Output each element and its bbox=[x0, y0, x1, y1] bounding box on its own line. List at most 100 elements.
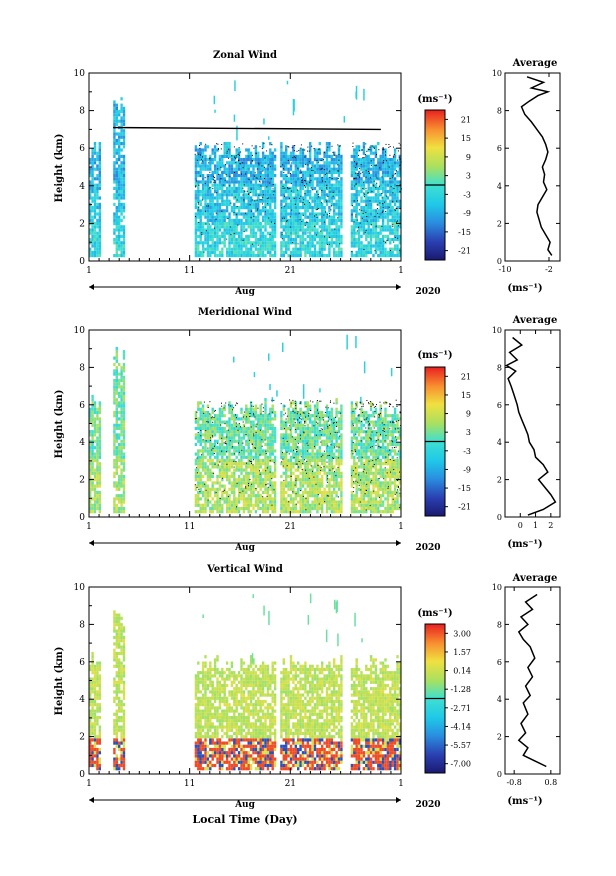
speckle-dot bbox=[256, 209, 258, 211]
data-cell bbox=[257, 212, 260, 216]
data-cell bbox=[249, 455, 253, 459]
speckle-dot bbox=[329, 170, 331, 172]
data-cell bbox=[197, 462, 200, 466]
data-cell bbox=[225, 170, 229, 174]
data-cell bbox=[230, 206, 234, 210]
data-cell bbox=[280, 446, 283, 450]
data-cell bbox=[254, 481, 258, 485]
data-cell bbox=[115, 103, 118, 107]
data-cell bbox=[372, 161, 375, 165]
speckle-dot bbox=[284, 205, 286, 207]
speckle-dot bbox=[339, 243, 341, 245]
data-cell bbox=[269, 199, 272, 203]
data-cell bbox=[206, 202, 210, 206]
data-cell bbox=[201, 510, 205, 514]
data-cell bbox=[304, 183, 307, 187]
data-cell bbox=[391, 247, 394, 251]
speckle-dot bbox=[358, 154, 359, 156]
data-cell bbox=[337, 151, 341, 155]
data-cell bbox=[230, 471, 234, 475]
data-cell bbox=[98, 212, 101, 216]
data-cell bbox=[353, 174, 356, 178]
data-cell bbox=[201, 481, 205, 485]
data-cell bbox=[266, 449, 270, 453]
data-cell bbox=[271, 222, 274, 226]
data-cell bbox=[115, 177, 118, 181]
data-cell bbox=[323, 471, 326, 475]
data-cell bbox=[264, 193, 267, 197]
data-cell bbox=[304, 449, 307, 453]
data-cell bbox=[271, 154, 274, 158]
data-cell bbox=[266, 503, 270, 507]
data-cell bbox=[297, 154, 300, 158]
data-cell bbox=[113, 202, 116, 206]
data-cell bbox=[237, 426, 241, 431]
data-cell bbox=[381, 218, 385, 222]
data-cell bbox=[333, 167, 336, 171]
data-cell bbox=[235, 186, 238, 190]
data-cell bbox=[216, 186, 219, 190]
data-cell bbox=[91, 199, 94, 203]
speckle-dot bbox=[320, 230, 322, 232]
data-cell bbox=[297, 478, 300, 482]
data-cell bbox=[337, 254, 341, 258]
data-cell bbox=[271, 510, 274, 514]
speckle-dot bbox=[317, 193, 319, 195]
speckle-dot bbox=[289, 216, 291, 218]
data-cell bbox=[216, 455, 219, 459]
data-cell bbox=[223, 458, 226, 463]
data-cell bbox=[199, 234, 202, 238]
speckle-dot bbox=[365, 230, 367, 232]
data-cell bbox=[242, 250, 246, 254]
data-cell bbox=[297, 193, 300, 197]
data-cell bbox=[285, 222, 288, 226]
data-cell bbox=[294, 241, 297, 245]
data-cell bbox=[206, 436, 210, 440]
data-cell bbox=[318, 167, 321, 171]
data-cell bbox=[396, 247, 399, 251]
data-cell bbox=[304, 474, 307, 479]
data-cell bbox=[122, 244, 126, 248]
data-cell bbox=[209, 244, 212, 248]
data-cell bbox=[228, 225, 231, 229]
data-cell bbox=[311, 423, 314, 427]
data-cell bbox=[113, 110, 116, 114]
data-cell bbox=[362, 180, 366, 184]
data-cell bbox=[323, 183, 326, 187]
data-cell bbox=[398, 170, 402, 174]
data-cell bbox=[252, 478, 255, 482]
y-axis-label: Height (km) bbox=[54, 134, 65, 203]
data-cell bbox=[367, 161, 370, 165]
data-cell bbox=[294, 206, 297, 210]
data-cell bbox=[206, 241, 210, 245]
data-cell bbox=[365, 158, 368, 162]
data-cell bbox=[257, 183, 260, 187]
data-cell bbox=[254, 494, 258, 498]
data-cell bbox=[261, 234, 265, 238]
data-cell bbox=[289, 455, 293, 459]
speckle-dot bbox=[378, 149, 380, 151]
data-cell bbox=[223, 225, 226, 229]
data-cell bbox=[242, 202, 246, 206]
data-cell bbox=[211, 206, 214, 210]
data-cell bbox=[91, 183, 94, 187]
data-cell bbox=[122, 506, 126, 511]
data-cell bbox=[311, 478, 314, 482]
data-cell bbox=[299, 458, 302, 463]
data-cell bbox=[297, 196, 300, 200]
data-cell bbox=[297, 247, 300, 251]
data-cell bbox=[261, 452, 265, 456]
data-cell bbox=[309, 474, 312, 479]
data-cell bbox=[221, 170, 224, 174]
data-cell bbox=[396, 244, 399, 248]
speckle-dot bbox=[369, 146, 371, 148]
data-cell bbox=[264, 254, 267, 258]
data-cell bbox=[381, 225, 385, 229]
speckle-dot bbox=[360, 164, 362, 165]
data-cell bbox=[204, 209, 207, 213]
data-cell bbox=[120, 218, 123, 222]
data-cell bbox=[230, 218, 234, 222]
data-cell bbox=[323, 212, 326, 216]
speckle-dot bbox=[381, 225, 383, 227]
data-cell bbox=[249, 247, 253, 251]
